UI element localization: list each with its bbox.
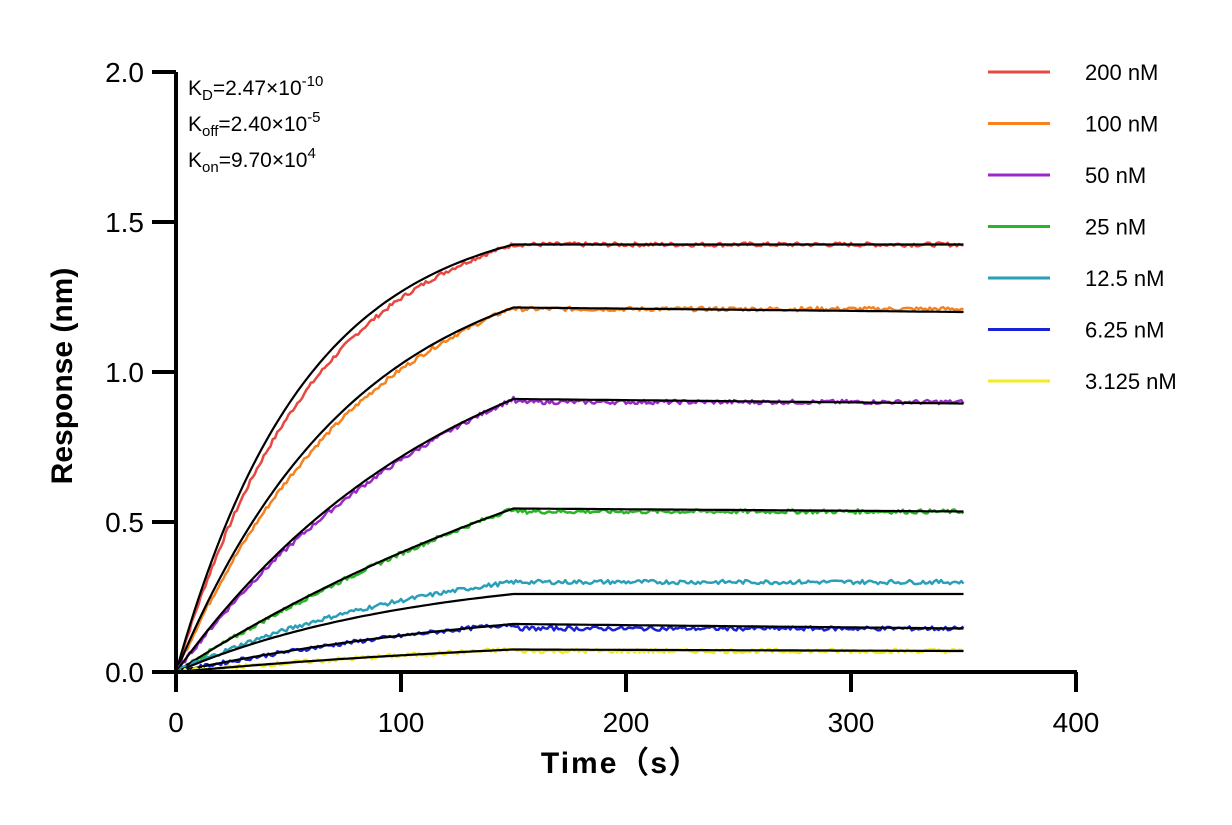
koff-exp: -5 bbox=[307, 109, 320, 126]
koff-annotation: Koff=2.40×10-5 bbox=[188, 109, 321, 140]
koff-value: =2.40×10 bbox=[218, 113, 307, 136]
series-fit-line bbox=[175, 507, 964, 673]
y-tick-label: 1.5 bbox=[105, 207, 144, 238]
series-fit-line bbox=[174, 243, 964, 673]
legend: 200 nM 100 nM 50 nM 25 nM 12.5 nM 6.25 nM 3.12… bbox=[988, 60, 1177, 394]
y-tick-label: 2.0 bbox=[105, 57, 144, 88]
series-fit-line bbox=[175, 397, 964, 673]
kon-annotation: Kon=9.70×104 bbox=[188, 145, 316, 176]
y-tick-label: 0.0 bbox=[105, 657, 144, 688]
koff-name: K bbox=[188, 113, 202, 136]
x-tick-label: 0 bbox=[168, 707, 184, 738]
x-axis-title: Time（s） bbox=[541, 746, 701, 780]
x-tick-label: 300 bbox=[828, 707, 875, 738]
series-fit-line bbox=[175, 592, 964, 674]
series-fit-line bbox=[175, 648, 964, 674]
kon-value: =9.70×10 bbox=[219, 149, 308, 172]
kd-exp: -10 bbox=[302, 73, 324, 90]
series-fit-line bbox=[175, 622, 964, 674]
x-tick-label: 100 bbox=[378, 707, 425, 738]
kon-exp: 4 bbox=[307, 145, 315, 162]
series-data-line bbox=[175, 507, 965, 673]
y-tick-label: 1.0 bbox=[105, 357, 144, 388]
legend-label: 200 nM bbox=[1085, 60, 1158, 85]
koff-sub: off bbox=[202, 123, 219, 140]
kd-value: =2.47×10 bbox=[213, 77, 302, 100]
y-axis-title: Response (nm) bbox=[46, 268, 79, 485]
legend-label: 50 nM bbox=[1085, 163, 1146, 188]
kd-annotation: KD=2.47×10-10 bbox=[188, 73, 323, 104]
kon-sub: on bbox=[202, 159, 219, 176]
series-data-line bbox=[175, 578, 965, 673]
kd-name: K bbox=[188, 77, 202, 100]
kd-sub: D bbox=[202, 87, 213, 104]
legend-label: 6.25 nM bbox=[1085, 318, 1165, 343]
legend-label: 3.125 nM bbox=[1085, 369, 1177, 394]
legend-label: 25 nM bbox=[1085, 215, 1146, 240]
y-tick-label: 0.5 bbox=[105, 507, 144, 538]
series-fit-line bbox=[174, 306, 964, 673]
legend-label: 100 nM bbox=[1085, 112, 1158, 137]
x-ticks: 0 100 200 300 400 bbox=[168, 672, 1099, 738]
x-tick-label: 400 bbox=[1053, 707, 1100, 738]
plot-series bbox=[174, 241, 965, 674]
kon-name: K bbox=[188, 149, 202, 172]
legend-label: 12.5 nM bbox=[1085, 266, 1165, 291]
y-ticks: 0.0 0.5 1.0 1.5 2.0 bbox=[105, 57, 176, 688]
series-data-line bbox=[176, 647, 965, 674]
series-data-line bbox=[174, 395, 965, 673]
x-tick-label: 200 bbox=[603, 707, 650, 738]
series-data-line bbox=[174, 305, 964, 671]
kinetic-constants: KD=2.47×10-10 Koff=2.40×10-5 Kon=9.70×10… bbox=[188, 73, 323, 176]
